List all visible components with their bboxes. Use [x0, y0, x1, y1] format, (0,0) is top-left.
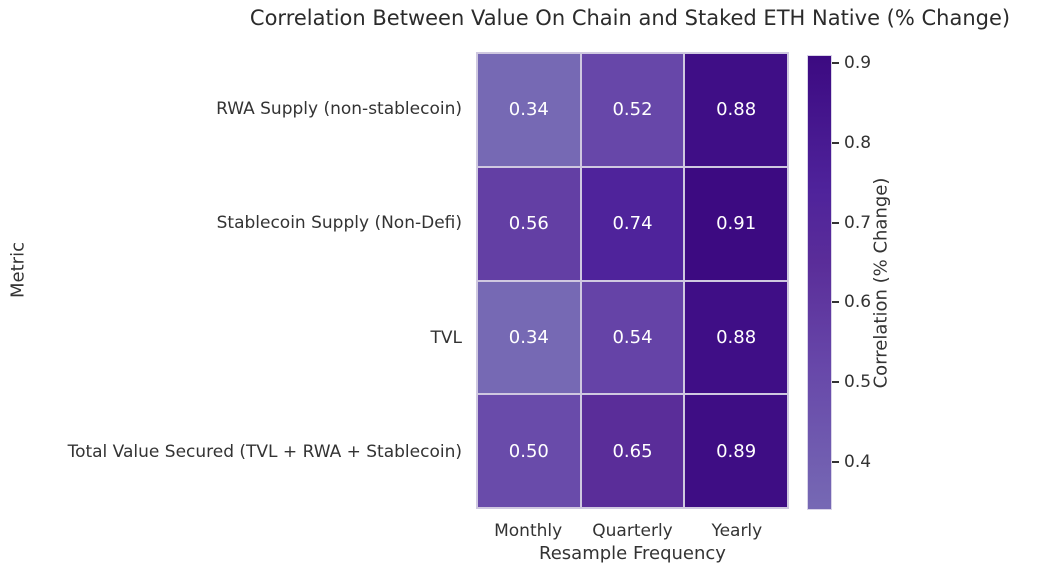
cell-value: 0.56: [508, 213, 549, 235]
colorbar-tick-label-5: 0.9: [844, 52, 872, 73]
heatmap-cell-r1-c2: 0.91: [685, 167, 787, 280]
heatmap-cell-r3-c1: 0.65: [581, 395, 684, 507]
col-label-0: Monthly: [494, 521, 563, 541]
colorbar: [807, 55, 832, 510]
cell-value: 0.89: [716, 440, 757, 462]
y-axis-label: Metric: [7, 242, 29, 298]
row-label-2: TVL: [430, 327, 463, 348]
heatmap-cell-r1-c1: 0.74: [581, 167, 684, 280]
heatmap-cell-r3-c0: 0.50: [478, 395, 580, 507]
cell-value: 0.65: [612, 440, 653, 462]
colorbar-tick-0: [832, 461, 839, 464]
cell-value: 0.88: [716, 326, 757, 348]
cell-value: 0.52: [612, 99, 653, 121]
col-label-2: Yearly: [711, 521, 763, 541]
heatmap-cell-r2-c0: 0.34: [478, 281, 580, 394]
colorbar-tick-4: [832, 141, 839, 144]
row-label-0: RWA Supply (non-stablecoin): [216, 99, 462, 120]
cell-value: 0.34: [508, 326, 549, 348]
cell-value: 0.91: [716, 213, 757, 235]
colorbar-tick-1: [832, 381, 839, 384]
heatmap-cell-r2-c2: 0.88: [685, 281, 787, 394]
heatmap-cell-r0-c0: 0.34: [478, 54, 580, 166]
heatmap-cell-r1-c0: 0.56: [478, 167, 580, 280]
heatmap-grid: 0.34 0.52 0.88 0.56 0.74 0.91 0.34 0.54 0.88 0.50…: [476, 52, 789, 509]
heatmap-cell-r2-c1: 0.54: [581, 281, 684, 394]
colorbar-tick-label-0: 0.4: [844, 452, 872, 473]
row-label-1: Stablecoin Supply (Non-Defi): [216, 213, 462, 234]
row-label-3: Total Value Secured (TVL + RWA + Stablec…: [67, 441, 462, 462]
colorbar-tick-label-2: 0.6: [844, 292, 872, 313]
heatmap-cell-r0-c1: 0.52: [581, 54, 684, 166]
cell-value: 0.74: [612, 213, 653, 235]
colorbar-tick-label-3: 0.7: [844, 212, 872, 233]
cell-value: 0.54: [612, 326, 653, 348]
col-label-1: Quarterly: [592, 521, 673, 541]
x-axis-label: Resample Frequency: [539, 543, 726, 564]
cell-value: 0.34: [508, 99, 549, 121]
heatmap-cell-r0-c2: 0.88: [685, 54, 787, 166]
cell-value: 0.50: [508, 440, 549, 462]
chart-title: Correlation Between Value On Chain and S…: [249, 6, 1011, 30]
cell-value: 0.88: [716, 99, 757, 121]
heatmap-cell-r3-c2: 0.89: [685, 395, 787, 507]
colorbar-tick-2: [832, 301, 839, 304]
colorbar-tick-label-4: 0.8: [844, 132, 872, 153]
colorbar-tick-label-1: 0.5: [844, 372, 872, 393]
colorbar-label: Correlation (% Change): [870, 177, 892, 389]
colorbar-tick-5: [832, 61, 839, 64]
colorbar-tick-3: [832, 221, 839, 224]
